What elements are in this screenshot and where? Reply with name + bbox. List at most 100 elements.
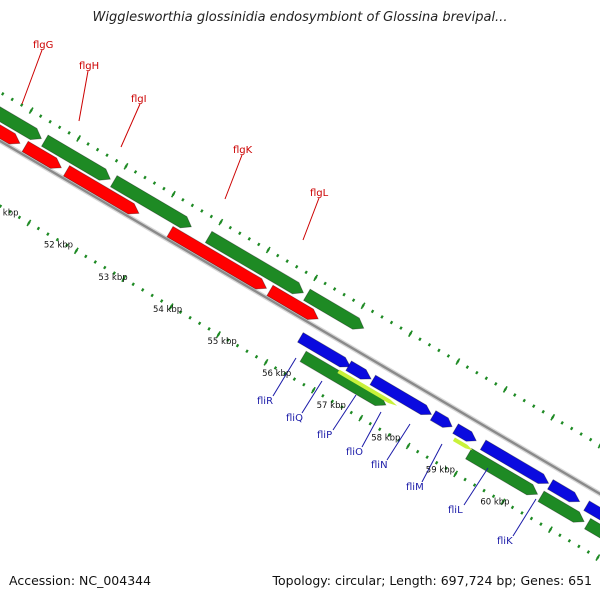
tick-mark: [597, 443, 600, 449]
tick-marks: [0, 91, 600, 561]
tick-mark: [238, 231, 242, 236]
leader-line: [361, 411, 382, 448]
summary-text: Topology: circular; Length: 697,724 bp; …: [272, 573, 593, 588]
tick-mark: [197, 321, 202, 326]
tick-mark: [399, 326, 403, 330]
cds-blue: [547, 479, 581, 503]
tick-mark: [133, 170, 138, 174]
tick-mark: [541, 409, 545, 414]
tick-mark: [285, 259, 289, 264]
tick-mark: [152, 181, 157, 185]
tick-mark: [310, 386, 316, 394]
tick-mark: [389, 320, 394, 325]
tick-mark: [569, 426, 574, 431]
tick-mark: [65, 243, 69, 248]
tick-mark: [257, 242, 261, 247]
tick-mark: [405, 442, 411, 450]
tick-mark: [378, 427, 382, 432]
tick-label: 58 kbp: [371, 433, 400, 443]
tick-mark: [387, 433, 391, 437]
tick-mark: [358, 414, 364, 422]
tick-mark: [103, 265, 107, 270]
tick-mark: [437, 348, 441, 353]
tick-mark: [140, 288, 145, 292]
tick-mark: [342, 292, 346, 297]
tick-mark: [245, 349, 249, 354]
tick-label: 60 kbp: [480, 497, 509, 507]
tick-mark: [577, 544, 581, 549]
tick-mark: [76, 135, 82, 142]
tick-mark: [330, 399, 335, 404]
tick-mark: [595, 554, 600, 561]
gene-label-fliR: fliR: [257, 396, 273, 407]
tick-mark: [588, 437, 593, 442]
tick-mark: [513, 393, 517, 397]
tick-mark: [209, 214, 214, 219]
leader-line: [332, 394, 357, 431]
tick-mark: [235, 343, 240, 348]
tick-mark: [0, 204, 3, 209]
tick-mark: [170, 190, 176, 198]
tick-mark: [550, 413, 556, 421]
leader-line: [78, 70, 89, 122]
tick-mark: [17, 215, 22, 220]
tick-mark: [226, 338, 230, 342]
tick-mark: [150, 293, 154, 298]
cds-green: [465, 447, 539, 496]
cds-blue: [583, 500, 600, 521]
leader-line: [421, 443, 443, 483]
tick-mark: [360, 302, 366, 310]
tick-mark: [407, 330, 413, 338]
cds-green: [303, 288, 365, 330]
tick-mark: [475, 370, 479, 375]
tick-mark: [349, 410, 354, 415]
tick-mark: [48, 119, 52, 124]
tick-mark: [294, 264, 299, 269]
backbone-line: [0, 139, 600, 496]
tick-mark: [418, 337, 422, 342]
cds-green: [204, 230, 305, 295]
tick-mark: [273, 366, 278, 370]
leader-line: [21, 49, 43, 105]
tick-mark: [560, 421, 564, 425]
leader-line: [120, 103, 141, 148]
tick-label: 54 kbp: [153, 305, 182, 315]
tick-mark: [472, 483, 477, 487]
tick-mark: [529, 516, 534, 521]
tick-mark: [494, 381, 498, 386]
cds-red: [21, 140, 62, 169]
tick-mark: [453, 470, 459, 478]
leader-line: [302, 197, 320, 241]
cds-green: [537, 490, 585, 523]
tick-mark: [302, 382, 306, 387]
tick-mark: [370, 309, 375, 314]
cds-blue: [452, 423, 477, 442]
tick-mark: [522, 398, 526, 403]
tick-label: 53 kbp: [98, 273, 127, 283]
tick-label: 55 kbp: [208, 337, 237, 347]
tick-mark: [332, 287, 337, 291]
gene-label-fliK: fliK: [497, 536, 513, 547]
gene-label-fliQ: fliQ: [286, 413, 303, 424]
gene-label-fliO: fliO: [346, 447, 363, 458]
tick-label: 59 kbp: [426, 465, 455, 475]
leader-line: [301, 380, 323, 414]
cds-green: [109, 175, 192, 229]
tick-mark: [323, 281, 327, 286]
gene-label-flgI: flgI: [131, 94, 147, 105]
tick-mark: [425, 455, 429, 460]
tick-mark: [67, 131, 71, 135]
tick-mark: [351, 298, 356, 303]
tick-mark: [105, 153, 109, 158]
cds-yellow-green: [452, 437, 473, 451]
tick-mark: [55, 237, 60, 242]
tick-mark: [207, 327, 211, 331]
tick-mark: [1, 91, 5, 96]
gene-label-flgG: flgG: [33, 40, 53, 51]
tick-mark: [455, 358, 461, 365]
tick-mark: [567, 538, 572, 543]
tick-mark: [38, 114, 43, 119]
tick-mark: [8, 209, 12, 214]
gene-label-fliN: fliN: [371, 460, 388, 471]
